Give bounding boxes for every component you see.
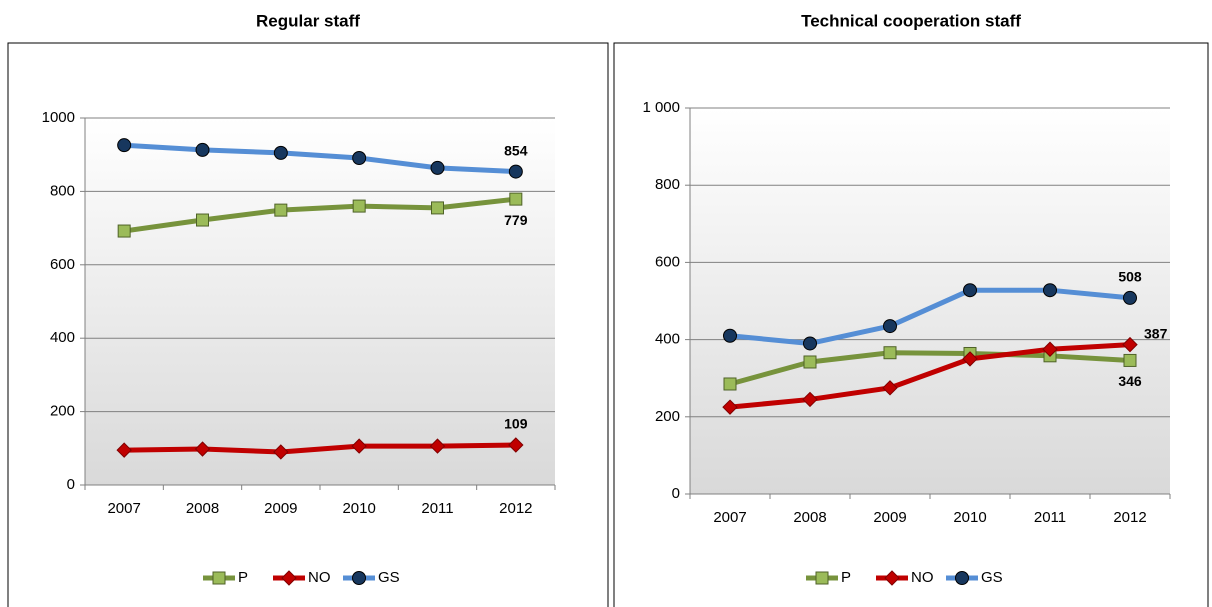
- marker: [273, 444, 289, 460]
- marker: [352, 151, 367, 166]
- marker: [1042, 341, 1058, 357]
- marker: [1123, 353, 1137, 367]
- x-tick-label: 2010: [342, 500, 375, 517]
- x-tick-label: 2009: [264, 500, 297, 517]
- marker: [117, 224, 131, 238]
- x-tick-label: 2007: [713, 509, 746, 526]
- marker: [803, 355, 817, 369]
- marker: [723, 377, 737, 391]
- value-label: 854: [504, 142, 528, 158]
- legend-label: NO: [308, 569, 331, 586]
- chart-frame: [7, 42, 609, 607]
- marker: [723, 328, 737, 343]
- marker: [274, 203, 288, 217]
- plot-area: [85, 118, 555, 485]
- marker: [281, 570, 297, 586]
- marker: [351, 438, 367, 454]
- marker: [429, 438, 446, 454]
- marker: [1043, 283, 1057, 298]
- marker: [508, 164, 523, 179]
- y-tick-label: 1000: [42, 109, 75, 126]
- y-tick-label: 0: [672, 485, 680, 502]
- legend-label: GS: [981, 569, 1003, 586]
- x-tick-label: 2011: [421, 500, 453, 517]
- marker: [1122, 336, 1138, 353]
- series-line: [729, 287, 1131, 346]
- y-tick-label: 800: [655, 176, 680, 193]
- x-tick-label: 2007: [107, 500, 140, 517]
- value-label: 779: [504, 212, 528, 228]
- marker: [802, 391, 818, 408]
- legend-label: NO: [911, 569, 934, 586]
- marker: [955, 571, 969, 585]
- marker: [196, 213, 209, 227]
- legend-label: P: [841, 569, 851, 586]
- legend-label: P: [238, 569, 248, 586]
- x-tick-label: 2010: [953, 509, 986, 526]
- marker: [815, 571, 829, 585]
- chart-title: Regular staff: [256, 11, 360, 30]
- marker: [431, 201, 444, 215]
- marker: [352, 199, 366, 213]
- chart: Technical cooperation staff 0 200 400 600 800…: [613, 11, 1209, 607]
- marker: [722, 399, 738, 415]
- marker: [884, 570, 900, 586]
- x-tick-label: 2008: [793, 509, 826, 526]
- marker: [883, 319, 897, 334]
- y-tick-label: 600: [655, 253, 680, 270]
- marker: [194, 441, 211, 457]
- y-tick-label: 200: [655, 408, 680, 425]
- marker: [117, 138, 132, 153]
- marker: [273, 145, 288, 160]
- x-tick-label: 2012: [499, 500, 532, 517]
- x-tick-label: 2011: [1034, 509, 1066, 526]
- y-tick-label: 200: [50, 403, 75, 420]
- value-label: 508: [1118, 269, 1142, 285]
- marker: [803, 336, 817, 351]
- marker: [116, 442, 132, 458]
- y-tick-label: 800: [50, 182, 75, 199]
- series-line: [729, 350, 1131, 387]
- legend-label: GS: [378, 569, 400, 586]
- marker: [508, 437, 524, 453]
- value-label: 387: [1144, 325, 1168, 341]
- x-tick-label: 2008: [186, 500, 219, 517]
- x-tick-label: 2009: [873, 509, 906, 526]
- marker: [882, 380, 898, 396]
- marker: [352, 571, 366, 585]
- value-label: 109: [504, 416, 528, 432]
- chart: Regular staff 0 200 400 600 800 1000 2007 2008 20…: [7, 11, 609, 607]
- x-tick-label: 2012: [1113, 509, 1146, 526]
- marker: [509, 192, 523, 206]
- series-line: [729, 342, 1131, 410]
- y-tick-label: 0: [67, 476, 75, 493]
- plot-area: [690, 108, 1170, 494]
- value-label: 346: [1118, 373, 1142, 389]
- series-line: [123, 196, 517, 234]
- marker: [1123, 290, 1137, 305]
- chart-frame: [613, 42, 1209, 607]
- marker: [430, 160, 445, 175]
- marker: [963, 283, 977, 298]
- y-tick-label: 600: [50, 256, 75, 273]
- y-tick-label: 400: [655, 331, 680, 348]
- y-tick-label: 400: [50, 329, 75, 346]
- series-line: [124, 142, 516, 175]
- marker: [962, 351, 978, 367]
- y-tick-label: 1 000: [642, 99, 680, 116]
- marker: [195, 142, 210, 157]
- chart-title: Technical cooperation staff: [801, 11, 1021, 30]
- marker: [883, 346, 897, 360]
- marker: [212, 571, 226, 585]
- series-line: [124, 442, 516, 455]
